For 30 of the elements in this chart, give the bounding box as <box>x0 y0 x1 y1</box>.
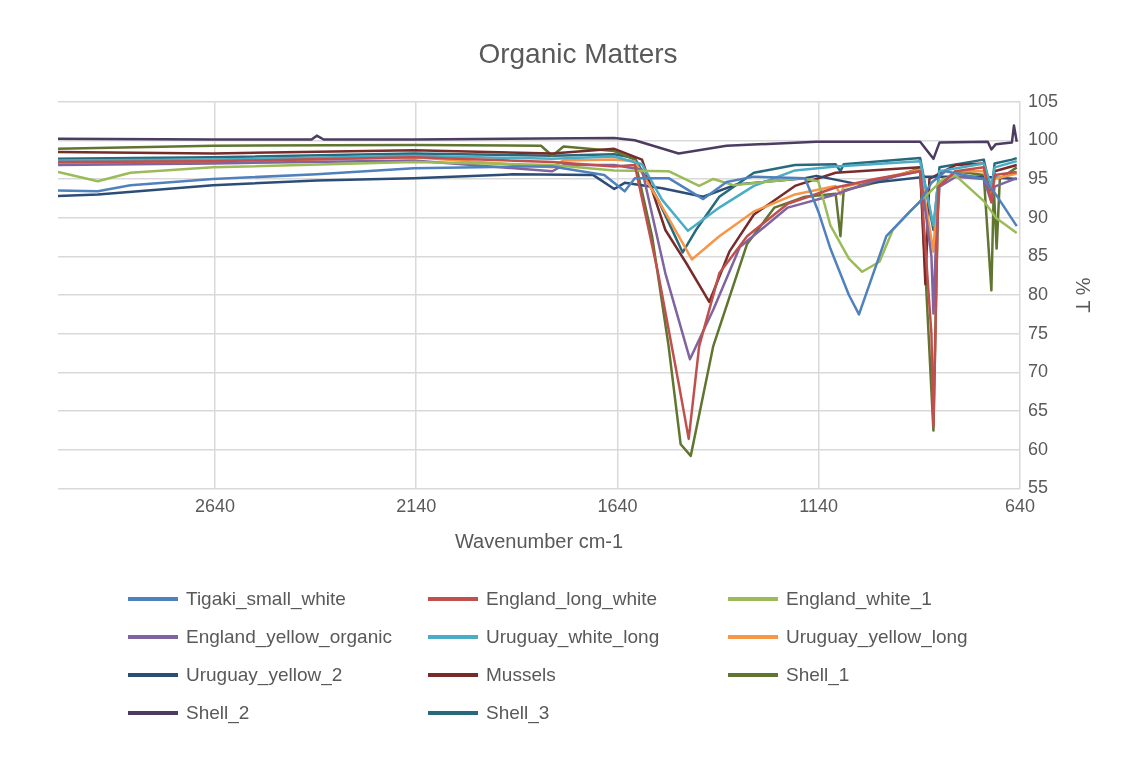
x-axis-title: Wavenumber cm-1 <box>454 529 624 552</box>
y-tick-label: 95 <box>1027 167 1048 188</box>
y-tick-label: 100 <box>1027 129 1059 150</box>
legend-label: Uruguay_white_long <box>486 626 660 648</box>
x-tick-label: 1640 <box>597 496 638 517</box>
legend-label: Mussels <box>486 664 556 686</box>
y-tick-label: 105 <box>1027 90 1059 111</box>
x-tick-label: 640 <box>1004 496 1035 517</box>
chart-title: Organic Matters <box>478 37 678 69</box>
legend-label: Shell_1 <box>786 664 850 686</box>
legend-label: England_white_1 <box>786 588 932 610</box>
y-tick-label: 55 <box>1027 477 1048 498</box>
x-tick-label: 1140 <box>799 496 839 517</box>
y-tick-label: 65 <box>1027 400 1048 421</box>
legend-label: Tigaki_small_white <box>186 588 346 610</box>
legend-label: England_yellow_organic <box>186 626 392 648</box>
legend-label: Uruguay_yellow_2 <box>186 664 343 686</box>
legend-label: Shell_3 <box>486 702 550 724</box>
x-tick-label: 2640 <box>194 496 235 517</box>
y-tick-label: 80 <box>1027 283 1048 304</box>
y-tick-label: 75 <box>1027 322 1048 343</box>
y-tick-label: 60 <box>1027 438 1048 459</box>
legend-label: England_long_white <box>486 588 658 610</box>
y-tick-label: 85 <box>1027 245 1048 266</box>
legend-label: Uruguay_yellow_long <box>786 626 968 648</box>
y-tick-label: 70 <box>1027 361 1048 382</box>
y-tick-label: 90 <box>1027 206 1048 227</box>
y-axis-title: % T <box>1072 277 1095 313</box>
x-tick-label: 2140 <box>396 496 437 517</box>
legend-label: Shell_2 <box>186 702 250 724</box>
